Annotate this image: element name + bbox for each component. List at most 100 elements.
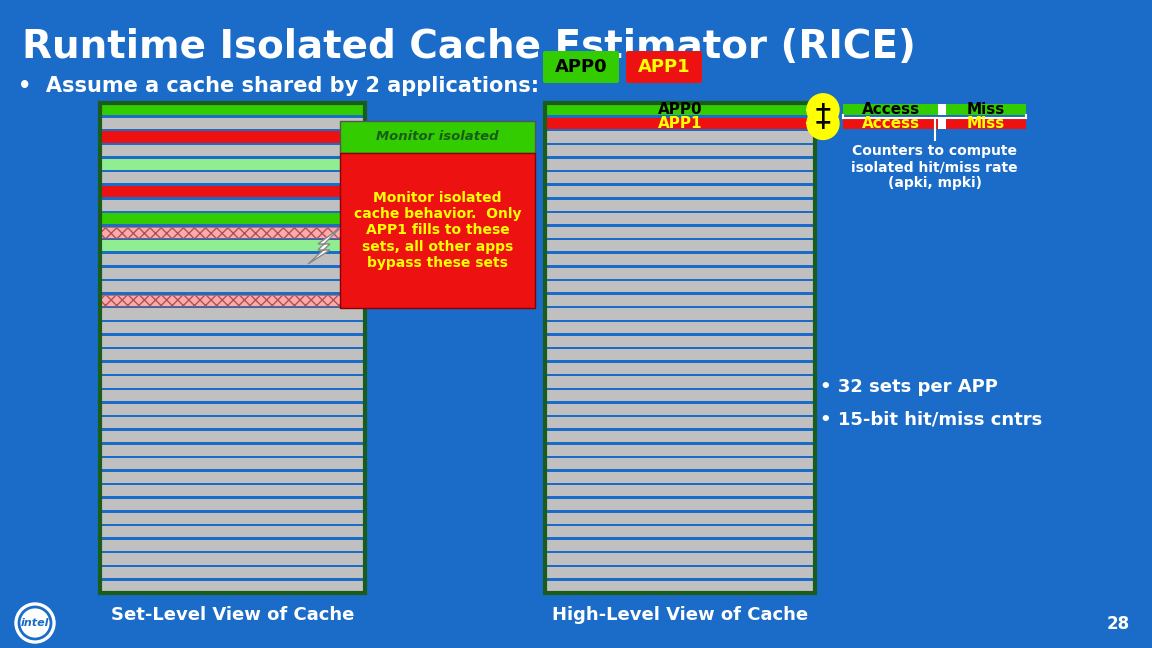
Text: Runtime Isolated Cache Estimator (RICE): Runtime Isolated Cache Estimator (RICE) bbox=[22, 28, 916, 66]
Bar bbox=[100, 485, 365, 496]
Bar bbox=[100, 132, 365, 143]
Bar bbox=[545, 363, 814, 374]
Bar bbox=[100, 336, 365, 347]
Bar bbox=[100, 227, 365, 238]
Bar bbox=[100, 404, 365, 415]
Bar bbox=[100, 268, 365, 279]
Bar bbox=[100, 431, 365, 442]
Bar bbox=[100, 513, 365, 524]
Bar bbox=[100, 186, 365, 197]
Text: Counters to compute
isolated hit/miss rate
(apki, mpki): Counters to compute isolated hit/miss ra… bbox=[851, 144, 1018, 191]
Bar bbox=[545, 159, 814, 170]
Bar bbox=[545, 104, 814, 115]
Bar bbox=[100, 295, 365, 306]
Bar bbox=[545, 431, 814, 442]
FancyBboxPatch shape bbox=[543, 51, 619, 83]
Circle shape bbox=[808, 94, 839, 126]
Bar bbox=[545, 200, 814, 211]
Bar bbox=[545, 227, 814, 238]
Bar bbox=[100, 390, 365, 401]
Bar bbox=[545, 132, 814, 143]
Bar bbox=[100, 159, 365, 170]
Bar bbox=[100, 227, 365, 238]
Text: Set-Level View of Cache: Set-Level View of Cache bbox=[111, 606, 354, 624]
Bar bbox=[843, 118, 938, 129]
Bar bbox=[340, 121, 535, 153]
Text: APP0: APP0 bbox=[554, 58, 607, 76]
Text: APP0: APP0 bbox=[658, 102, 703, 117]
Bar bbox=[100, 295, 365, 306]
Bar bbox=[545, 240, 814, 251]
Bar bbox=[545, 254, 814, 265]
Bar bbox=[100, 540, 365, 551]
Bar bbox=[545, 458, 814, 469]
Bar bbox=[545, 445, 814, 456]
Bar bbox=[938, 118, 946, 129]
Bar bbox=[100, 213, 365, 224]
Bar bbox=[843, 104, 938, 115]
Bar bbox=[545, 540, 814, 551]
Bar bbox=[545, 186, 814, 197]
Bar bbox=[100, 526, 365, 537]
Bar bbox=[100, 553, 365, 564]
Bar bbox=[100, 118, 365, 129]
Bar bbox=[100, 567, 365, 578]
Bar bbox=[545, 295, 814, 306]
Bar bbox=[100, 240, 365, 251]
Text: Access: Access bbox=[862, 116, 919, 131]
Text: • 32 sets per APP: • 32 sets per APP bbox=[820, 378, 998, 396]
Bar bbox=[100, 445, 365, 456]
Bar bbox=[100, 322, 365, 333]
Bar bbox=[545, 376, 814, 388]
Bar bbox=[946, 118, 1026, 129]
Text: Monitor isolated: Monitor isolated bbox=[377, 130, 499, 143]
Bar bbox=[100, 376, 365, 388]
Bar bbox=[100, 349, 365, 360]
Text: 28: 28 bbox=[1107, 615, 1130, 633]
Bar bbox=[545, 499, 814, 510]
Bar bbox=[100, 103, 365, 593]
Text: APP1: APP1 bbox=[658, 116, 703, 131]
Bar bbox=[545, 213, 814, 224]
Text: Miss: Miss bbox=[967, 116, 1006, 131]
Bar bbox=[100, 308, 365, 319]
Bar bbox=[100, 581, 365, 592]
Bar bbox=[545, 567, 814, 578]
Text: +: + bbox=[813, 113, 832, 133]
Text: High-Level View of Cache: High-Level View of Cache bbox=[552, 606, 808, 624]
Bar bbox=[545, 172, 814, 183]
Text: • 15-bit hit/miss cntrs: • 15-bit hit/miss cntrs bbox=[820, 410, 1043, 428]
Bar bbox=[100, 281, 365, 292]
Bar bbox=[545, 472, 814, 483]
Bar bbox=[100, 472, 365, 483]
Bar bbox=[545, 145, 814, 156]
Bar bbox=[100, 458, 365, 469]
Bar bbox=[545, 513, 814, 524]
Bar bbox=[545, 417, 814, 428]
Text: intel: intel bbox=[21, 618, 50, 628]
Bar bbox=[100, 417, 365, 428]
Bar bbox=[100, 172, 365, 183]
Text: +: + bbox=[813, 100, 832, 120]
Text: Monitor isolated
cache behavior.  Only
APP1 fills to these
sets, all other apps
: Monitor isolated cache behavior. Only AP… bbox=[354, 191, 521, 270]
Bar bbox=[545, 336, 814, 347]
FancyBboxPatch shape bbox=[626, 51, 702, 83]
Polygon shape bbox=[308, 228, 340, 264]
Bar bbox=[938, 104, 946, 115]
Text: APP1: APP1 bbox=[638, 58, 690, 76]
Bar bbox=[545, 526, 814, 537]
Bar bbox=[100, 254, 365, 265]
Bar bbox=[545, 281, 814, 292]
Bar bbox=[545, 553, 814, 564]
Bar bbox=[545, 322, 814, 333]
Bar bbox=[545, 485, 814, 496]
Text: Access: Access bbox=[862, 102, 919, 117]
Bar bbox=[100, 499, 365, 510]
Bar bbox=[545, 349, 814, 360]
Text: •  Assume a cache shared by 2 applications:: • Assume a cache shared by 2 application… bbox=[18, 76, 539, 96]
Bar bbox=[946, 104, 1026, 115]
Bar bbox=[545, 390, 814, 401]
Bar bbox=[545, 581, 814, 592]
Bar bbox=[100, 363, 365, 374]
Bar bbox=[340, 153, 535, 308]
